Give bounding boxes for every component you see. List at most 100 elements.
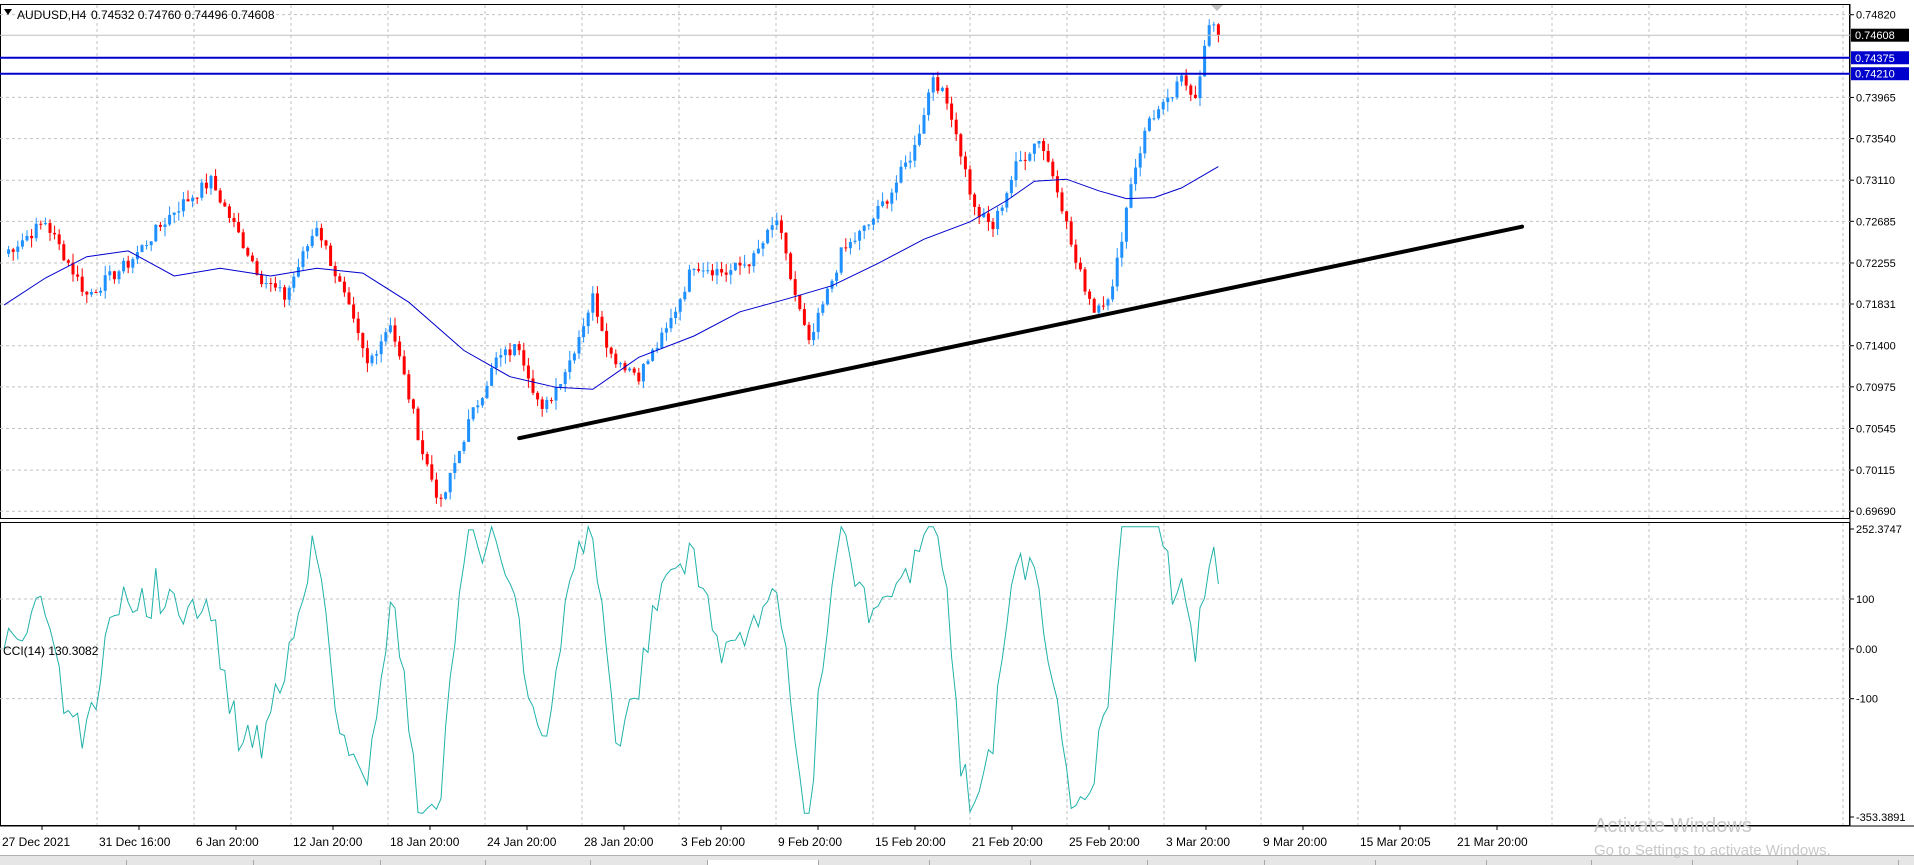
candle-body <box>1060 192 1064 212</box>
candle-body <box>490 367 494 386</box>
candle-body <box>940 87 944 91</box>
candle-body <box>480 398 484 406</box>
candle-body <box>1166 97 1170 103</box>
candle-body <box>982 213 986 218</box>
time-tick-label: 15 Feb 20:00 <box>875 835 946 849</box>
tab-chart-16[interactable] <box>1693 860 1798 865</box>
candle-body <box>439 497 443 499</box>
candle-body <box>11 249 15 252</box>
tab-chart-12[interactable] <box>1265 860 1376 865</box>
candle-body <box>301 251 305 268</box>
candle-body <box>1115 257 1119 287</box>
tab-chart-6[interactable] <box>591 860 708 865</box>
candle-body <box>269 283 273 285</box>
tab-chart-8[interactable] <box>819 860 930 865</box>
tab-chart-9[interactable] <box>930 860 1031 865</box>
candle-body <box>241 232 245 249</box>
candle-body <box>1180 75 1184 82</box>
candle-body <box>168 214 172 225</box>
candle-body <box>365 348 369 364</box>
candle-body <box>977 206 981 218</box>
price-tick-label: 0.72255 <box>1856 258 1896 270</box>
tab-chart-14[interactable] <box>1487 860 1592 865</box>
candle-body <box>485 385 489 399</box>
candle-body <box>637 372 641 382</box>
tab-chart-2[interactable] <box>127 860 254 865</box>
candle-body <box>342 281 346 293</box>
candle-body <box>421 440 425 455</box>
candle-body <box>122 260 126 272</box>
cci-tick-label: 100 <box>1856 594 1874 606</box>
candle-body <box>549 399 553 401</box>
candle-body <box>223 202 227 207</box>
candle-body <box>927 92 931 116</box>
candle-body <box>112 271 116 280</box>
tab-chart-1[interactable] <box>0 860 127 865</box>
candle-body <box>812 331 816 341</box>
candle-body <box>991 221 995 230</box>
candle-body <box>457 450 461 464</box>
candle-body <box>393 325 397 342</box>
tab-chart-4[interactable] <box>381 860 486 865</box>
candle-body <box>94 292 98 294</box>
candle-body <box>664 328 668 333</box>
candle-body <box>899 166 903 183</box>
candle-body <box>779 220 783 233</box>
candle-body <box>706 270 710 272</box>
candle-body <box>375 354 379 356</box>
time-tick-label: 18 Jan 20:00 <box>390 835 460 849</box>
candlesticks <box>7 19 1220 507</box>
candle-body <box>1143 130 1147 154</box>
candle-body <box>209 175 213 189</box>
price-tick-label: 0.73540 <box>1856 134 1896 146</box>
candle-body <box>338 276 342 282</box>
candle-body <box>76 274 80 277</box>
candle-body <box>145 245 149 247</box>
candle-body <box>273 283 277 288</box>
price-tick-label: 0.70115 <box>1856 465 1895 477</box>
tab-chart-13[interactable] <box>1376 860 1487 865</box>
candle-body <box>356 318 360 334</box>
candle-body <box>1083 269 1087 292</box>
candle-body <box>816 312 820 332</box>
tab-chart-11[interactable] <box>1148 860 1265 865</box>
candle-body <box>352 304 356 319</box>
cci-line <box>3 524 1219 814</box>
tab-chart-audusd[interactable] <box>708 860 819 865</box>
candle-body <box>108 271 112 276</box>
candle-body <box>34 223 38 239</box>
trendline[interactable] <box>517 224 1524 441</box>
candle-body <box>545 399 549 409</box>
current-price-tag: 0.74608 <box>1851 28 1909 42</box>
candle-body <box>563 372 567 385</box>
candle-body <box>283 287 287 300</box>
candle-body <box>1046 151 1050 162</box>
candle-body <box>802 309 806 325</box>
tab-chart-5[interactable] <box>486 860 591 865</box>
candle-body <box>140 245 144 253</box>
time-tick-label: 31 Dec 16:00 <box>99 835 171 849</box>
tab-chart-15[interactable] <box>1592 860 1693 865</box>
candle-body <box>959 134 963 157</box>
candle-body <box>25 235 29 241</box>
candle-body <box>586 312 590 327</box>
tab-chart-10[interactable] <box>1031 860 1148 865</box>
tab-chart-17[interactable] <box>1798 860 1899 865</box>
scroll-shift-marker-icon[interactable] <box>1211 5 1223 11</box>
chart-menu-arrow-icon[interactable] <box>4 9 12 15</box>
candle-body <box>204 182 208 189</box>
candle-body <box>237 222 241 233</box>
candle-body <box>775 220 779 226</box>
candle-body <box>407 374 411 400</box>
candle-body <box>71 262 75 275</box>
candle-body <box>858 231 862 241</box>
candle-body <box>444 492 448 499</box>
candle-body <box>476 405 480 408</box>
tab-chart-3[interactable] <box>254 860 381 865</box>
candle-body <box>710 270 714 276</box>
candle-body <box>319 227 323 241</box>
candle-body <box>536 392 540 400</box>
candle-body <box>1170 97 1174 99</box>
candle-body <box>287 287 291 300</box>
